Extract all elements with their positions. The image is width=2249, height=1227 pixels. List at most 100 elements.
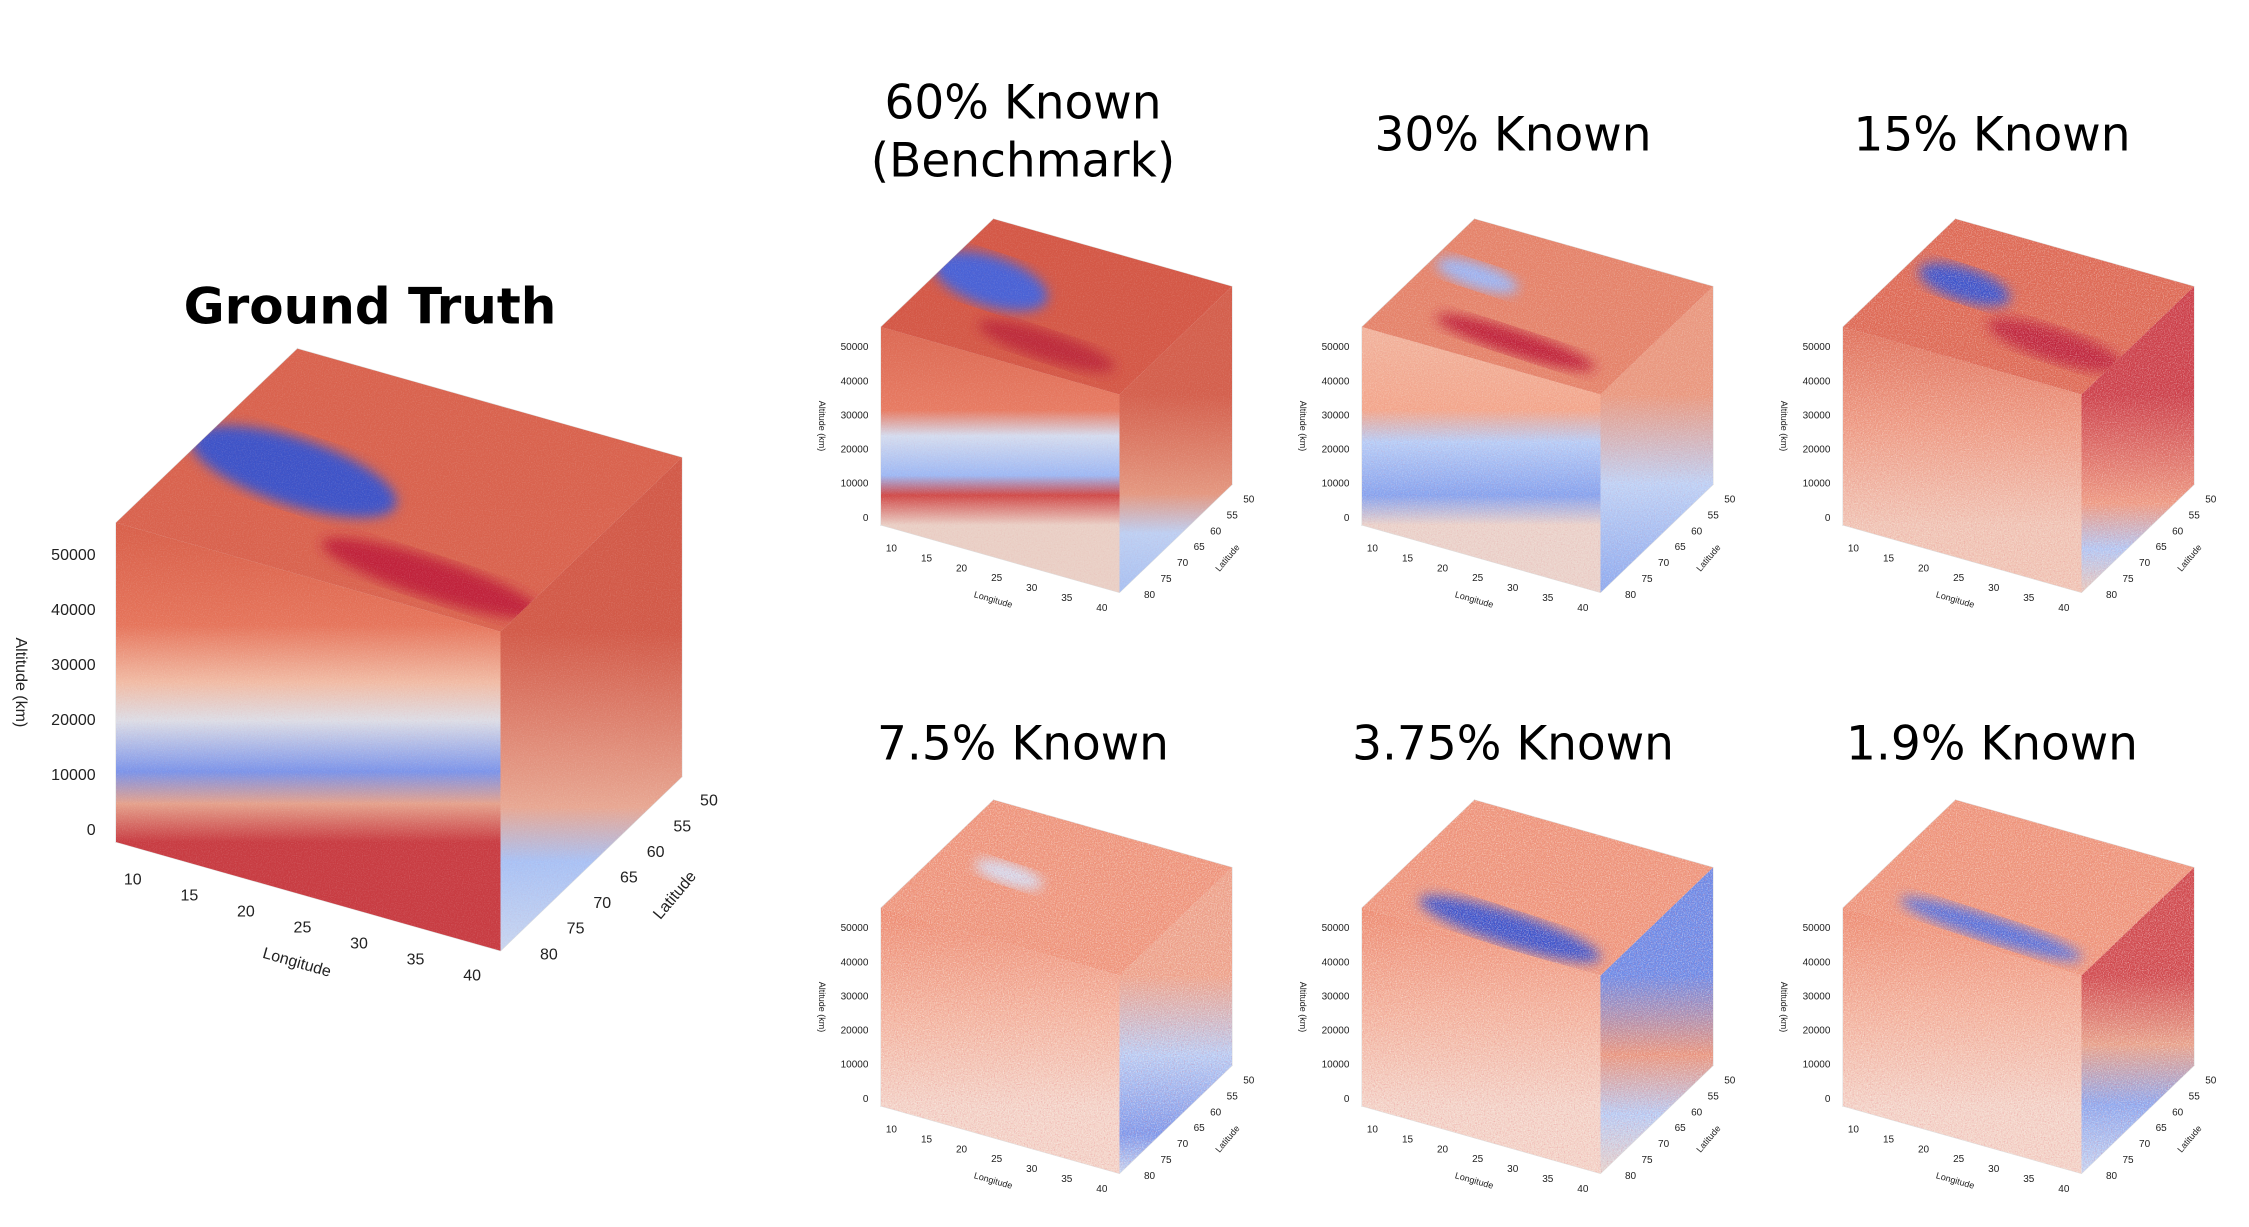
- x-tick-label: 35: [2023, 593, 2035, 604]
- x-tick-label: 15: [921, 553, 933, 564]
- x-tick-label: 30: [1026, 583, 1038, 594]
- z-tick-label: 10000: [51, 767, 96, 784]
- z-tick-label: 20000: [1803, 1026, 1831, 1037]
- y-tick-label: 50: [1724, 494, 1736, 505]
- y-tick-label: 70: [1658, 1139, 1670, 1150]
- x-tick-label: 30: [350, 936, 368, 953]
- x-tick-label: 25: [1953, 573, 1965, 584]
- x-tick-label: 10: [1367, 543, 1379, 554]
- x-axis-label: Longitude: [1454, 589, 1495, 610]
- z-tick-label: 40000: [51, 602, 96, 619]
- voxel-panel: 10 15 20 25 30 35 40 50 55 60 65 70 75 80 0 10000 20000 3…: [1298, 108, 1736, 614]
- z-tick-label: 0: [1344, 513, 1350, 524]
- z-tick-label: 50000: [1322, 342, 1350, 353]
- voxel-panel: 10 15 20 25 30 35 40 50 55 60 65 70 75 80 0 10000 20000 3…: [1779, 717, 2217, 1195]
- x-axis-label: Longitude: [1454, 1170, 1495, 1191]
- y-tick-label: 75: [1641, 574, 1653, 585]
- z-tick-label: 30000: [1322, 410, 1350, 421]
- z-tick-label: 10000: [841, 479, 869, 490]
- y-tick-label: 75: [2122, 1155, 2134, 1166]
- x-tick-label: 15: [1883, 553, 1895, 564]
- y-tick-label: 65: [1675, 1123, 1687, 1134]
- y-tick-label: 80: [2106, 1171, 2118, 1182]
- voxel-panel: 10 15 20 25 30 35 40 50 55 60 65 70 75 80 0 10000 20000 3…: [817, 76, 1255, 614]
- y-tick-label: 75: [2122, 574, 2134, 585]
- y-tick-label: 75: [1160, 1155, 1172, 1166]
- x-tick-label: 25: [1472, 573, 1484, 584]
- x-axis-label: Longitude: [973, 1170, 1014, 1191]
- z-axis-label: Altitude (km): [817, 401, 827, 452]
- y-tick-label: 60: [1691, 1107, 1703, 1118]
- voxel-panel: 10 15 20 25 30 35 40 50 55 60 65 70 75 80 0 10000 20000 3…: [12, 278, 718, 985]
- voxel-field: [881, 219, 1232, 593]
- y-tick-label: 55: [1227, 510, 1239, 521]
- y-axis-label: Latitude: [650, 868, 700, 923]
- x-tick-label: 15: [1402, 1134, 1414, 1145]
- x-tick-label: 40: [2058, 1184, 2070, 1195]
- x-tick-label: 35: [1542, 1174, 1554, 1185]
- z-tick-label: 30000: [1803, 410, 1831, 421]
- x-tick-label: 40: [463, 968, 481, 985]
- x-tick-label: 30: [1026, 1164, 1038, 1175]
- y-tick-label: 50: [1243, 1075, 1255, 1086]
- z-tick-label: 30000: [51, 657, 96, 674]
- x-tick-label: 20: [1437, 1144, 1449, 1155]
- y-tick-label: 80: [540, 946, 558, 963]
- voxel-panel: 10 15 20 25 30 35 40 50 55 60 65 70 75 80 0 10000 20000 3…: [1779, 108, 2217, 614]
- y-axis-label: Latitude: [2175, 542, 2203, 573]
- z-tick-label: 20000: [1803, 445, 1831, 456]
- x-tick-label: 35: [1542, 593, 1554, 604]
- voxel-field: [1362, 800, 1713, 1174]
- y-axis-label: Latitude: [1694, 1123, 1722, 1154]
- x-tick-label: 10: [886, 543, 898, 554]
- z-tick-label: 50000: [1322, 923, 1350, 934]
- y-tick-label: 70: [2139, 558, 2151, 569]
- y-axis-label: Latitude: [2175, 1123, 2203, 1154]
- z-tick-label: 40000: [1803, 376, 1831, 387]
- y-tick-label: 50: [1724, 1075, 1736, 1086]
- x-tick-label: 20: [956, 1144, 968, 1155]
- panel-title: 30% Known: [1375, 108, 1652, 163]
- y-tick-label: 50: [2205, 1075, 2217, 1086]
- x-tick-label: 15: [1883, 1134, 1895, 1145]
- y-tick-label: 60: [1210, 1107, 1222, 1118]
- panel-title: 60% Known: [885, 76, 1162, 131]
- x-axis-label: Longitude: [973, 589, 1014, 610]
- z-tick-label: 10000: [1803, 479, 1831, 490]
- x-tick-label: 20: [1918, 1144, 1930, 1155]
- texture: [881, 800, 1232, 1174]
- voxel-panel: 10 15 20 25 30 35 40 50 55 60 65 70 75 80 0 10000 20000 3…: [1298, 717, 1736, 1195]
- z-axis-label: Altitude (km): [1298, 982, 1308, 1033]
- y-tick-label: 55: [1708, 510, 1720, 521]
- x-axis-label: Longitude: [1935, 589, 1976, 610]
- z-tick-label: 0: [1344, 1094, 1350, 1105]
- x-tick-label: 10: [1848, 543, 1860, 554]
- y-tick-label: 55: [673, 818, 691, 835]
- x-tick-label: 40: [1096, 1184, 1108, 1195]
- z-tick-label: 30000: [841, 410, 869, 421]
- z-tick-label: 0: [863, 1094, 869, 1105]
- x-tick-label: 35: [1061, 593, 1073, 604]
- z-tick-label: 20000: [1322, 1026, 1350, 1037]
- x-tick-label: 25: [991, 573, 1003, 584]
- voxel-field: [1843, 800, 2194, 1174]
- x-tick-label: 25: [1472, 1154, 1484, 1165]
- x-tick-label: 40: [1577, 603, 1589, 614]
- z-tick-label: 10000: [1322, 1060, 1350, 1071]
- y-tick-label: 80: [1144, 590, 1156, 601]
- x-tick-label: 20: [1918, 563, 1930, 574]
- x-tick-label: 25: [294, 920, 312, 937]
- y-tick-label: 60: [2172, 1107, 2184, 1118]
- z-tick-label: 0: [863, 513, 869, 524]
- z-tick-label: 30000: [1803, 991, 1831, 1002]
- y-tick-label: 50: [700, 793, 718, 810]
- z-tick-label: 40000: [1322, 957, 1350, 968]
- panel-title: (Benchmark): [871, 134, 1175, 189]
- y-axis-label: Latitude: [1213, 1123, 1241, 1154]
- voxel-field: [116, 348, 682, 951]
- z-tick-label: 50000: [1803, 342, 1831, 353]
- y-tick-label: 50: [2205, 494, 2217, 505]
- z-tick-label: 20000: [841, 1026, 869, 1037]
